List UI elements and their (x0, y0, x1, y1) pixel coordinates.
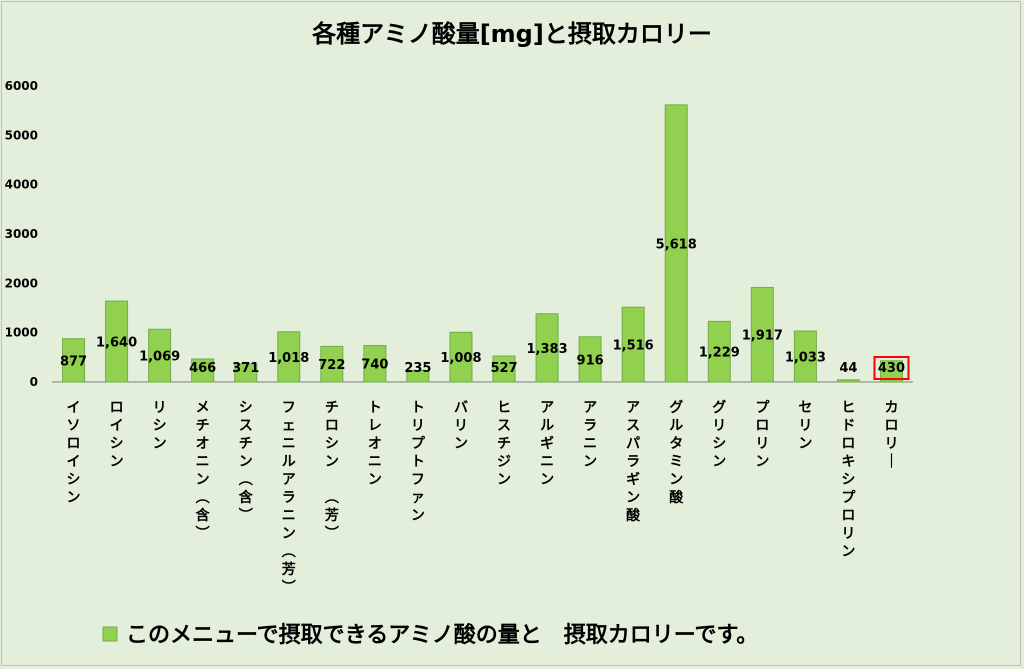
bar (449, 331, 473, 383)
bar (707, 320, 731, 383)
y-tick-label: 1000 (5, 326, 38, 340)
data-label: 1,069 (139, 350, 180, 365)
bar (578, 336, 602, 383)
y-tick-label: 0 (30, 375, 38, 389)
y-tick-label: 5000 (5, 128, 38, 142)
x-tick-label: ヒドロキシプロリン (841, 400, 856, 560)
highlight-box (873, 356, 910, 380)
x-tick-label: ヒスチジン (497, 400, 511, 488)
data-label: 430 (878, 361, 905, 376)
data-label: 722 (318, 358, 345, 373)
y-tick-label: 3000 (5, 227, 38, 241)
x-tick-label: グリシン (712, 399, 726, 470)
bar (664, 104, 688, 383)
bar (105, 300, 129, 383)
bar-series (62, 104, 903, 383)
bar (750, 286, 774, 383)
bar (62, 338, 86, 383)
x-tick-label: メチオニン︵含︶ (195, 400, 211, 542)
bar (535, 313, 559, 383)
bar (406, 369, 430, 383)
legend-label: このメニューで摂取できるアミノ酸の量と 摂取カロリーです。 (126, 622, 758, 648)
data-label: 740 (361, 358, 388, 373)
bar (277, 331, 301, 383)
x-tick-label: アルギニン (540, 400, 554, 488)
x-tick-label: リシン (153, 400, 167, 452)
chart-title: 各種アミノ酸量[mg]と摂取カロリー (311, 20, 712, 48)
x-tick-label: トレオニン (368, 400, 382, 488)
x-tick-label: ロイシン (110, 400, 124, 470)
bar (836, 379, 860, 383)
data-label: 466 (189, 361, 216, 376)
data-label: 1,018 (268, 351, 309, 366)
x-tick-label: イソロイシン (67, 400, 81, 506)
legend-swatch (102, 626, 118, 642)
y-tick-label: 6000 (5, 79, 38, 93)
bar (234, 363, 258, 383)
bar (621, 306, 645, 383)
x-tick-label: アスパラギン酸 (626, 400, 641, 524)
x-tick-label: シスチン︵含︶ (238, 400, 254, 524)
data-label: 1,516 (613, 339, 654, 354)
bar (492, 355, 516, 383)
x-axis-labels: イソロイシン ロイシン リシン メチオニン︵含︶ シスチン︵含︶ フェニルアラニン︵芳︶ チ… (67, 399, 899, 596)
data-label: 44 (839, 361, 857, 376)
data-label: 1,033 (785, 351, 826, 366)
x-tick-label: グルタミン酸 (669, 399, 684, 506)
bar (879, 360, 903, 383)
data-label: 1,383 (527, 342, 568, 357)
x-tick-label: アラニン (583, 400, 597, 470)
data-label: 5,618 (656, 237, 697, 252)
bar (320, 345, 344, 383)
bar (363, 344, 387, 383)
legend: このメニューで摂取できるアミノ酸の量と 摂取カロリーです。 (102, 622, 758, 648)
x-tick-label: セリン (798, 400, 812, 452)
data-label: 916 (577, 353, 604, 368)
x-tick-label: プロリン (755, 400, 770, 470)
x-tick-label: チロシン ︵芳︶ (324, 400, 339, 542)
bar (148, 328, 172, 383)
bar (191, 358, 215, 383)
data-label: 1,229 (699, 346, 740, 361)
data-label: 371 (232, 361, 259, 376)
data-label: 527 (490, 361, 517, 376)
x-tick-label: フェニルアラニン︵芳︶ (281, 400, 296, 596)
data-label: 1,917 (742, 329, 783, 344)
x-tick-label: カロリ｜ (884, 400, 898, 470)
data-label: 1,008 (440, 351, 481, 366)
data-label: 877 (60, 354, 87, 369)
data-label: 235 (404, 361, 431, 376)
y-tick-label: 2000 (5, 276, 38, 290)
x-tick-label: トリプトファン (411, 400, 426, 524)
bar (793, 330, 817, 383)
data-label: 1,640 (96, 336, 137, 351)
x-tick-label: バリン (454, 400, 468, 452)
y-tick-label: 4000 (5, 178, 38, 192)
